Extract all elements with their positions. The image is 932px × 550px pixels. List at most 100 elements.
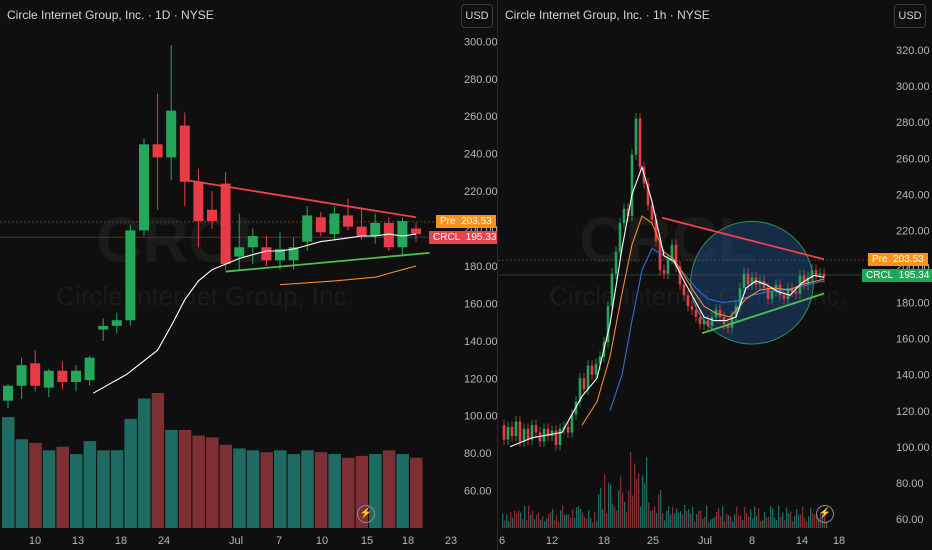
volume-bar (682, 514, 684, 528)
volume-bar (504, 520, 506, 528)
volume-bar (510, 511, 512, 528)
volume-bar (151, 393, 165, 528)
volume-bar (622, 492, 624, 528)
candle-body (618, 223, 622, 253)
chart-title-hourly: Circle Internet Group, Inc. · 1h · NYSE (505, 8, 710, 22)
candle-body (193, 181, 204, 222)
volume-bar (382, 450, 396, 528)
candle-body (578, 378, 582, 402)
volume-bar (576, 507, 578, 528)
y-axis-tick-label: 240.00 (464, 149, 497, 161)
volume-bar (558, 521, 560, 528)
volume-bar (818, 518, 820, 528)
pre-label: Pre (440, 215, 456, 227)
volume-bar (768, 516, 770, 528)
candle-body (84, 357, 95, 381)
volume-bar (772, 508, 774, 528)
candle-body (247, 236, 258, 248)
volume-bar (29, 442, 42, 528)
volume-bar (600, 488, 602, 528)
volume-bar (764, 512, 766, 528)
currency-button-hourly[interactable]: USD (894, 4, 926, 28)
volume-bar (776, 520, 778, 528)
volume-bar (810, 507, 812, 528)
candle-body (397, 221, 408, 248)
volume-bar (660, 490, 662, 528)
daily-chart-canvas[interactable]: CRCL Circle Internet Group, Inc. 60.00 80.0… (0, 0, 497, 550)
candle-body (43, 370, 54, 388)
watermark-ticker: CRCL (96, 204, 274, 276)
volume-bar (516, 513, 518, 528)
volume-bar (716, 511, 718, 528)
candle-body (518, 421, 522, 442)
volume-bar (512, 517, 514, 528)
volume-bar (42, 450, 56, 528)
volume-bar (544, 521, 546, 528)
candle-body (614, 252, 618, 274)
volume-bar (738, 515, 740, 528)
candle-body (582, 378, 586, 390)
volume-bar (740, 515, 742, 528)
volume-bar (688, 509, 690, 528)
volume-bar (642, 475, 644, 528)
volume-bar (672, 506, 674, 528)
candle-body (139, 144, 149, 231)
chart-panel-hourly[interactable]: CRCL Circle Internet Group, Inc. 60.00 80.0… (498, 0, 932, 550)
volume-bar (592, 522, 594, 528)
volume-bar (812, 512, 814, 528)
candle-body (646, 183, 650, 206)
candle-body (522, 428, 526, 442)
volume-bar (718, 507, 720, 528)
candle-body (766, 288, 770, 299)
candle-body (670, 244, 674, 260)
support-trendline (701, 292, 825, 335)
candle-body (822, 273, 826, 278)
y-axis-tick-label: 140.00 (896, 370, 930, 382)
candle-body (411, 228, 421, 235)
y-axis-tick-label: 60.00 (464, 486, 492, 498)
volume-bar (712, 518, 714, 528)
volume-bar (754, 506, 756, 528)
candle-body (125, 230, 136, 321)
volume-bar (572, 509, 574, 528)
lightning-icon[interactable]: ⚡ (357, 505, 375, 523)
volume-bar (546, 518, 548, 528)
x-axis-tick-label: 18 (598, 535, 610, 547)
candle-body (288, 247, 299, 261)
candle-body (530, 425, 534, 440)
chart-panel-daily[interactable]: CRCL Circle Internet Group, Inc. 60.00 80.0… (0, 0, 501, 550)
volume-bar (694, 521, 696, 528)
volume-bar (678, 512, 680, 528)
lightning-icon[interactable]: ⚡ (816, 505, 834, 523)
pre-price-tag-hourly: Pre 203.53 (868, 253, 928, 267)
volume-bar (650, 511, 652, 528)
y-axis-tick-label: 240.00 (896, 189, 930, 201)
volume-bar (692, 506, 694, 528)
volume-bar (814, 514, 816, 528)
x-axis-tick-label: 23 (445, 535, 457, 547)
pre-price-tag-daily: Pre 203.53 (436, 214, 496, 228)
volume-bar (15, 439, 29, 528)
candle-body (606, 306, 610, 343)
candle-body (514, 421, 518, 437)
candle-body (16, 365, 27, 386)
volume-bar (702, 518, 704, 528)
volume-bar (744, 507, 746, 528)
volume-bar (580, 509, 582, 528)
volume-bar (800, 514, 802, 528)
currency-button-daily[interactable]: USD (461, 4, 493, 28)
candle-body (710, 316, 714, 326)
candle-body (742, 273, 746, 289)
volume-bar (138, 398, 151, 528)
support-trendline (225, 251, 430, 273)
candle-body (702, 320, 706, 325)
x-axis-tick-label: Jul (698, 535, 712, 547)
y-axis-tick-label: 120.00 (896, 406, 930, 418)
x-axis-tick-label: 25 (647, 535, 659, 547)
volume-bar (538, 512, 540, 528)
volume-bar (724, 521, 726, 528)
candle-body (802, 275, 806, 285)
volume-bar (70, 454, 83, 528)
candle-body (566, 426, 570, 433)
